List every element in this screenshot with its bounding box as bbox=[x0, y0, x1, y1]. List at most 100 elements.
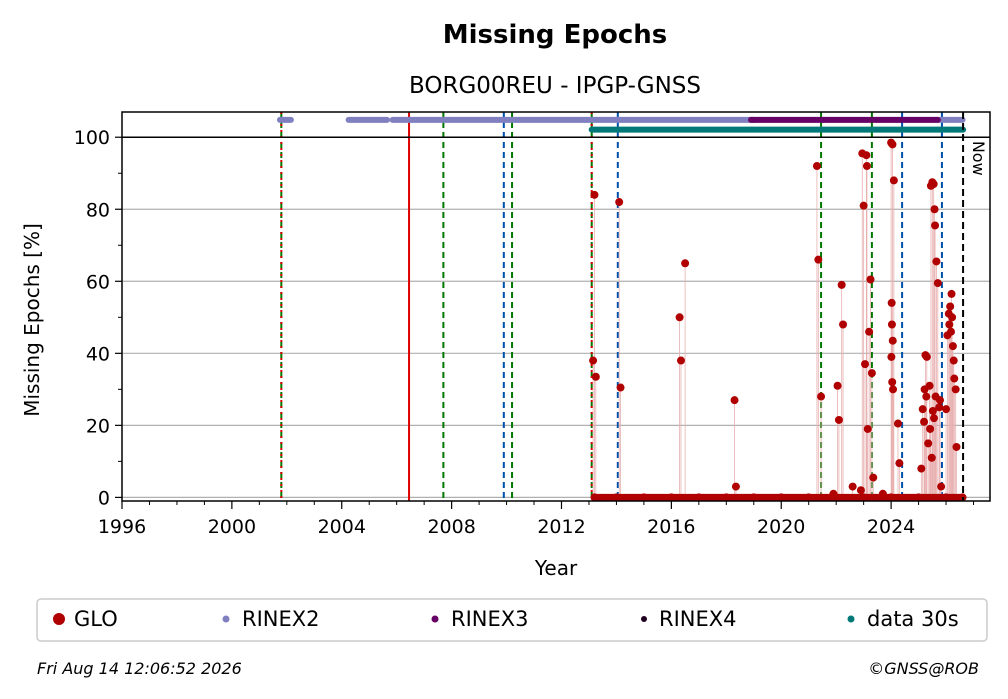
glo-point-74 bbox=[948, 342, 957, 351]
glo-point-36 bbox=[888, 336, 897, 345]
legend-rinex4-marker bbox=[641, 616, 647, 622]
glo-point-37 bbox=[887, 352, 896, 361]
legend-rinex3-marker bbox=[431, 615, 439, 623]
availability-bars bbox=[276, 116, 967, 133]
glo-point-35 bbox=[887, 320, 896, 329]
glo-point-0 bbox=[589, 356, 598, 365]
legend-data30s-marker bbox=[847, 615, 855, 623]
glo-point-48 bbox=[922, 392, 931, 401]
glo-point-42 bbox=[917, 464, 926, 473]
x-tick-label-1996: 1996 bbox=[98, 516, 146, 538]
glo-point-86 bbox=[777, 493, 786, 502]
glo-point-90 bbox=[887, 493, 896, 502]
glo-point-79 bbox=[590, 493, 599, 502]
x-tick-label-2012: 2012 bbox=[537, 516, 585, 538]
plot-frame bbox=[121, 111, 991, 502]
glo-point-82 bbox=[667, 493, 676, 502]
y-tick-label-0: 0 bbox=[98, 487, 110, 509]
x-axis-label: Year bbox=[534, 556, 578, 580]
glo-point-71 bbox=[946, 327, 955, 336]
glo-point-33 bbox=[889, 176, 898, 185]
glo-point-27 bbox=[866, 275, 875, 284]
glo-point-70 bbox=[946, 302, 955, 311]
glo-point-69 bbox=[945, 320, 954, 329]
glo-point-85 bbox=[749, 493, 758, 502]
glo-point-76 bbox=[950, 374, 959, 383]
glo-point-16 bbox=[837, 280, 846, 289]
glo-point-17 bbox=[839, 320, 848, 329]
glo-point-75 bbox=[949, 356, 958, 365]
glo-point-5 bbox=[675, 313, 684, 322]
glo-point-49 bbox=[924, 439, 933, 448]
glo-point-62 bbox=[933, 279, 942, 288]
legend-rinex3: RINEX3 bbox=[451, 607, 529, 631]
x-tick-label-2024: 2024 bbox=[867, 516, 915, 538]
glo-point-44 bbox=[920, 417, 929, 426]
glo-point-7 bbox=[681, 259, 690, 268]
chart-title: Missing Epochs bbox=[443, 20, 667, 50]
glo-stems bbox=[592, 142, 957, 498]
glo-point-1 bbox=[590, 190, 599, 199]
glo-point-2 bbox=[591, 372, 600, 381]
glo-point-72 bbox=[947, 289, 956, 298]
glo-point-83 bbox=[694, 493, 703, 502]
glo-point-23 bbox=[862, 151, 871, 160]
glo-point-8 bbox=[730, 396, 739, 405]
glo-point-26 bbox=[865, 327, 874, 336]
glo-point-80 bbox=[612, 493, 621, 502]
glo-point-55 bbox=[931, 221, 940, 230]
legend-rinex2: RINEX2 bbox=[242, 607, 320, 631]
glo-point-11 bbox=[814, 255, 823, 264]
x-tick-label-2004: 2004 bbox=[318, 516, 366, 538]
glo-point-92 bbox=[942, 493, 951, 502]
glo-point-24 bbox=[862, 162, 871, 171]
chart-subtitle: BORG00REU - IPGP-GNSS bbox=[409, 73, 701, 99]
glo-point-19 bbox=[856, 486, 865, 495]
glo-point-77 bbox=[951, 385, 960, 394]
glo-point-87 bbox=[804, 493, 813, 502]
glo-point-59 bbox=[928, 406, 937, 415]
glo-point-29 bbox=[869, 473, 878, 482]
legend: GLO RINEX2 RINEX3 RINEX4 data 30s bbox=[36, 598, 988, 642]
glo-point-58 bbox=[927, 453, 936, 462]
glo-point-22 bbox=[861, 360, 870, 369]
glo-point-30 bbox=[878, 489, 887, 498]
glo-point-6 bbox=[676, 356, 685, 365]
glo-point-39 bbox=[889, 385, 898, 394]
glo-point-28 bbox=[867, 369, 876, 378]
legend-box bbox=[36, 598, 988, 642]
glo-point-15 bbox=[834, 415, 843, 424]
x-tick-label-2008: 2008 bbox=[427, 516, 475, 538]
y-axis-ticks: 0 20 40 60 80 100 bbox=[74, 127, 122, 509]
glo-point-65 bbox=[937, 482, 946, 491]
x-axis-ticks: 1996 2000 2004 2008 2012 2016 2020 2024 bbox=[98, 501, 975, 538]
glo-point-84 bbox=[722, 493, 731, 502]
legend-glo-marker bbox=[53, 613, 65, 625]
glo-point-3 bbox=[615, 198, 624, 207]
footer-credit: ©GNSS@ROB bbox=[868, 659, 979, 678]
plot-area: Now bbox=[121, 111, 991, 502]
footer-timestamp: Fri Aug 14 12:06:52 2026 bbox=[37, 659, 242, 678]
legend-rinex2-marker bbox=[222, 615, 230, 623]
y-tick-label-20: 20 bbox=[86, 415, 110, 437]
glo-point-9 bbox=[731, 482, 740, 491]
glo-point-56 bbox=[932, 257, 941, 266]
y-tick-label-60: 60 bbox=[86, 271, 110, 293]
glo-point-34 bbox=[887, 298, 896, 307]
glo-point-91 bbox=[914, 493, 923, 502]
x-tick-label-2000: 2000 bbox=[208, 516, 256, 538]
x-tick-label-2016: 2016 bbox=[647, 516, 695, 538]
legend-data30s: data 30s bbox=[867, 607, 959, 631]
y-tick-label-40: 40 bbox=[86, 343, 110, 365]
y-tick-label-100: 100 bbox=[74, 127, 110, 149]
glo-point-78 bbox=[952, 442, 961, 451]
glo-points bbox=[589, 138, 967, 502]
glo-point-63 bbox=[935, 403, 944, 412]
glo-point-88 bbox=[832, 493, 841, 502]
glo-point-50 bbox=[925, 381, 934, 390]
glo-point-41 bbox=[895, 459, 904, 468]
glo-point-40 bbox=[893, 419, 902, 428]
glo-point-12 bbox=[817, 392, 826, 401]
glo-point-32 bbox=[888, 140, 897, 149]
